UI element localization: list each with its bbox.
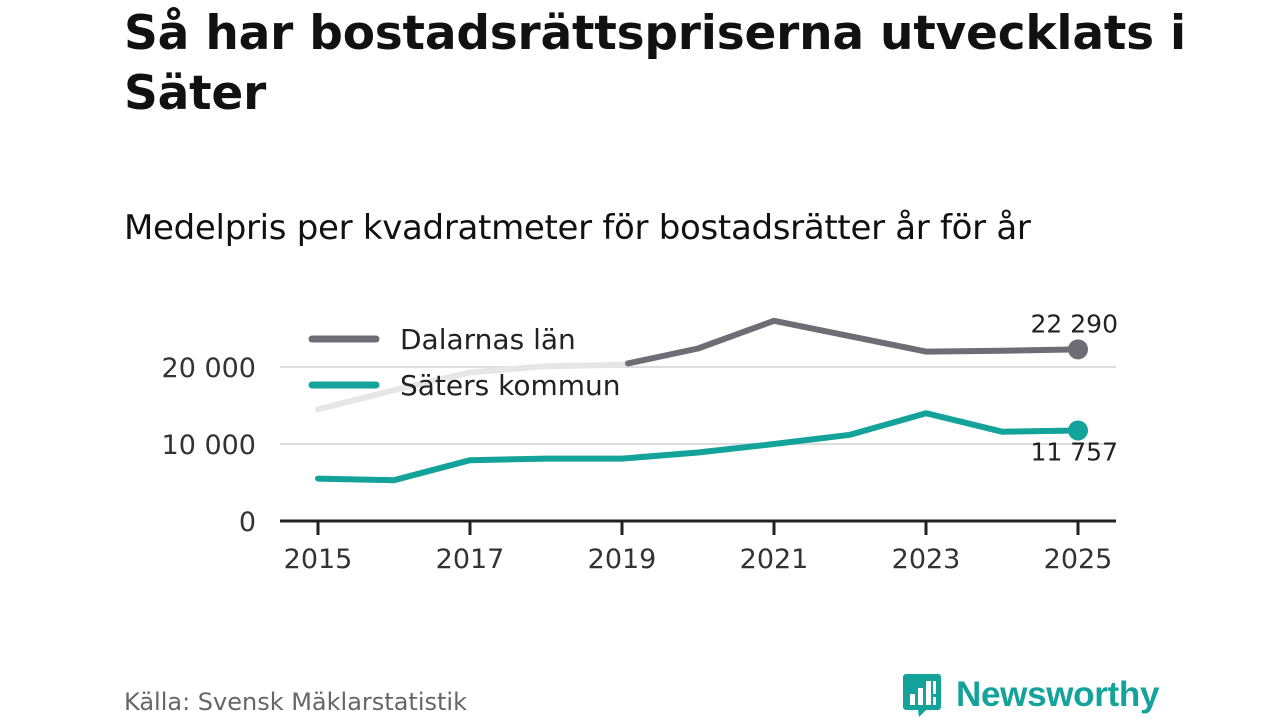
x-tick-label: 2023 <box>892 544 961 575</box>
end-point-saters-kommun <box>1068 420 1088 441</box>
y-tick-label: 0 <box>239 507 256 538</box>
legend-item-saters-kommun-label: Säters kommun <box>400 369 621 402</box>
x-tick-label: 2017 <box>436 544 505 575</box>
chart-title: Så har bostadsrättspriserna utvecklats i… <box>124 6 1186 121</box>
data-labels: 22 290 11 757 <box>1031 309 1118 466</box>
end-label-saters-kommun: 11 757 <box>1031 437 1118 466</box>
x-tick-label: 2021 <box>740 544 809 575</box>
x-tick-label: 2015 <box>284 544 353 575</box>
newsworthy-logo-icon <box>903 674 941 717</box>
end-label-dalarnas-lan: 22 290 <box>1031 309 1118 338</box>
x-axis: 2015 2017 2019 2021 2023 2025 <box>280 519 1116 575</box>
source-note: Källa: Svensk Mäklarstatistik <box>124 688 467 716</box>
legend: Dalarnas län Säters kommun <box>308 323 621 402</box>
y-tick-label: 20 000 <box>162 353 256 384</box>
x-tick-label: 2025 <box>1044 544 1113 575</box>
y-axis-ticks: 0 10 000 20 000 <box>162 353 256 538</box>
brand[interactable]: Newsworthy <box>902 670 1159 720</box>
series-line-dalarnas-lan <box>625 317 1081 367</box>
legend-item-dalarnas-lan-label: Dalarnas län <box>400 323 576 356</box>
grid-lines <box>280 366 1116 445</box>
brand-name: Newsworthy <box>956 675 1160 714</box>
x-tick-label: 2019 <box>588 544 657 575</box>
series-lines <box>315 317 1088 484</box>
series-line-saters-kommun <box>315 410 1081 484</box>
chart-subtitle: Medelpris per kvadratmeter för bostadsrä… <box>124 208 1031 248</box>
y-tick-label: 10 000 <box>162 430 256 461</box>
series-line-dalarnas-lan-faded <box>315 360 631 413</box>
end-point-dalarnas-lan <box>1068 339 1088 360</box>
line-chart: 0 10 000 20 000 2015 2017 2019 2021 2023 2025 D… <box>162 309 1118 575</box>
